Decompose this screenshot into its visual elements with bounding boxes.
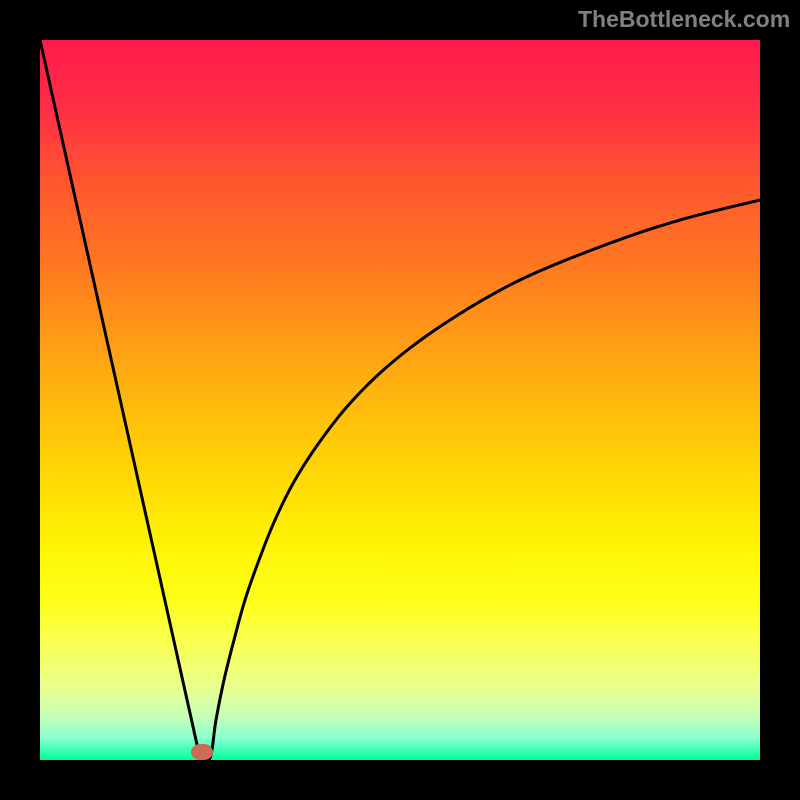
minimum-marker [191,744,213,760]
bottleneck-curve [40,40,760,760]
plot-area [40,40,760,760]
watermark-text: TheBottleneck.com [578,6,790,33]
chart-root: { "canvas": { "width": 800, "height": 80… [0,0,800,800]
curve-svg [40,40,760,760]
